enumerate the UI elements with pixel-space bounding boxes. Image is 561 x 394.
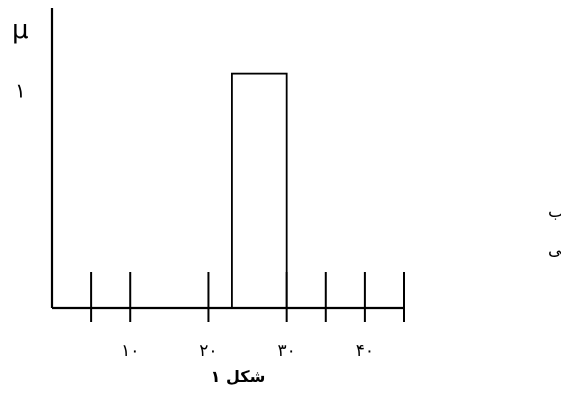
x-tick-label: ١٠ [121,341,139,361]
x-tick-label: ٣٠ [278,341,296,361]
y-tick-label: ١ [15,79,26,103]
y-axis-label: μ [12,15,29,45]
bars [231,72,288,309]
legend-line-2: چربی [548,240,561,260]
axes [50,8,404,310]
x-tick-label: ٢٠ [199,341,217,361]
x-ticks [90,272,405,322]
legend-line-1: جذب [548,202,561,222]
x-tick-labels: ١٠ ٢٠ ٣٠ ۴٠ [121,341,374,361]
x-tick-label: ۴٠ [356,341,374,361]
bar [231,72,288,309]
y-tick-labels: ١ [15,79,26,103]
figure-caption: شکل ١ [211,367,266,386]
